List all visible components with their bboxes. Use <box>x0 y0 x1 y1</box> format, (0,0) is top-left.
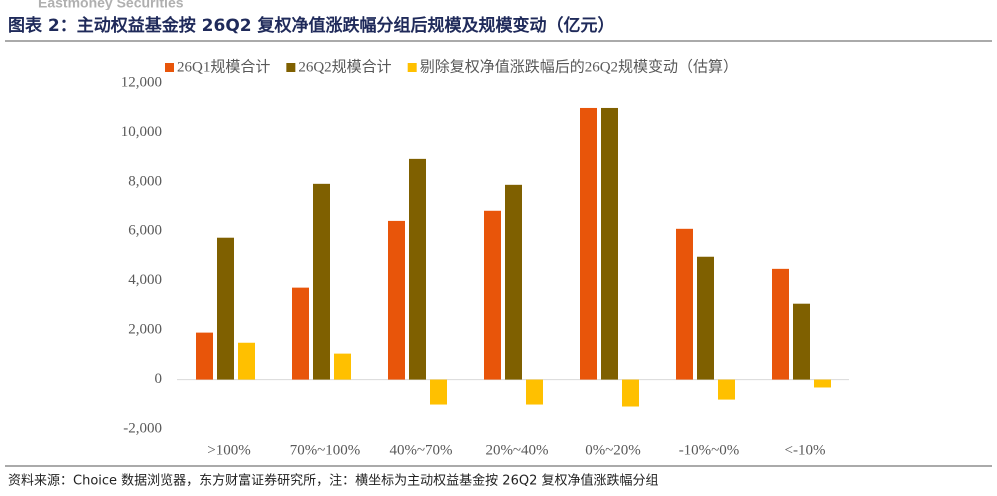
bar <box>676 228 693 380</box>
footer: 资料来源：Choice 数据浏览器，东方财富证券研究所，注：横坐标为主动权益基金… <box>8 473 658 489</box>
x-tick-label: >100% <box>207 442 250 458</box>
bar <box>292 287 309 380</box>
legend-swatch <box>407 63 417 72</box>
bar <box>334 353 351 380</box>
bar <box>313 183 330 380</box>
legend-swatch <box>165 63 174 72</box>
legend-label: 26Q2规模合计 <box>298 58 391 75</box>
bar <box>217 237 234 380</box>
bar <box>580 107 597 380</box>
legend-label: 剔除复权净值涨跌幅后的26Q2规模变动（估算） <box>420 57 738 75</box>
bar <box>196 332 213 380</box>
x-tick-label: -10%~0% <box>679 442 740 458</box>
bar <box>484 210 501 380</box>
y-tick-label: 6,000 <box>128 223 162 239</box>
bar <box>505 184 522 380</box>
x-tick-label: <-10% <box>785 442 826 458</box>
y-tick-label: 10,000 <box>121 124 162 140</box>
x-tick-label: 20%~40% <box>485 442 548 458</box>
bar <box>409 158 426 380</box>
legend-swatch <box>286 63 296 72</box>
chart-title: 图表 2：主动权益基金按 26Q2 复权净值涨跌幅分组后规模及规模变动（亿元） <box>8 15 615 36</box>
bar <box>814 379 831 388</box>
y-tick-label: 2,000 <box>128 322 162 338</box>
bar <box>601 107 618 380</box>
bar <box>430 379 447 405</box>
y-tick-label: -2,000 <box>123 420 162 436</box>
title-background <box>0 10 997 40</box>
bar <box>526 379 543 405</box>
y-tick-label: 0 <box>155 371 163 387</box>
y-tick-label: 4,000 <box>128 272 162 288</box>
x-tick-label: 40%~70% <box>389 442 452 458</box>
bar <box>697 256 714 380</box>
y-tick-label: 12,000 <box>121 74 162 90</box>
bar <box>238 342 255 380</box>
bar <box>793 303 810 380</box>
x-tick-label: 70%~100% <box>290 442 361 458</box>
brand: Eastmoney Securities <box>38 0 184 11</box>
bar <box>718 379 735 400</box>
x-tick-label: 0%~20% <box>585 442 641 458</box>
bar <box>622 379 639 407</box>
bar <box>388 220 405 380</box>
legend-label: 26Q1规模合计 <box>177 58 270 75</box>
y-tick-label: 8,000 <box>128 173 162 189</box>
bar <box>772 268 789 380</box>
